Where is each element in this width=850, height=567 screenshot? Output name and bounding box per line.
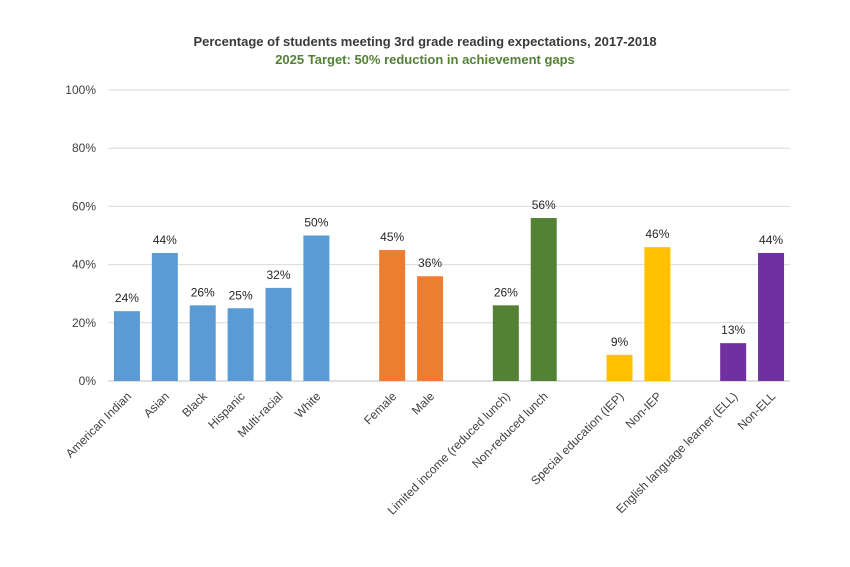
data-label: 56% <box>532 198 556 212</box>
bar <box>644 247 671 381</box>
bar <box>379 250 406 381</box>
data-label: 26% <box>191 285 215 299</box>
y-tick-label: 40% <box>72 258 96 272</box>
bar <box>720 343 747 381</box>
bar <box>492 305 519 381</box>
data-label: 46% <box>645 227 669 241</box>
data-label: 9% <box>611 335 629 349</box>
data-label: 36% <box>418 256 442 270</box>
chart-subtitle: 2025 Target: 50% reduction in achievemen… <box>275 52 575 67</box>
y-tick-label: 100% <box>65 83 96 97</box>
bar <box>113 311 140 381</box>
category-label: American Indian <box>63 389 134 460</box>
bar <box>530 218 557 381</box>
bar <box>758 252 785 381</box>
category-label: English language learner (ELL) <box>613 389 740 516</box>
bar <box>606 354 633 381</box>
bar <box>417 276 444 381</box>
data-label: 45% <box>380 230 404 244</box>
bar <box>227 308 254 381</box>
y-tick-label: 60% <box>72 199 96 213</box>
chart-title: Percentage of students meeting 3rd grade… <box>193 34 657 49</box>
y-tick-label: 80% <box>72 141 96 155</box>
data-label: 44% <box>759 233 783 247</box>
category-label: Black <box>179 389 210 420</box>
category-label: White <box>292 389 324 421</box>
data-label: 32% <box>266 268 290 282</box>
y-tick-label: 0% <box>79 374 97 388</box>
data-label: 44% <box>153 233 177 247</box>
category-label: Male <box>409 389 438 418</box>
category-label: Non-IEP <box>623 389 665 431</box>
y-tick-label: 20% <box>72 316 96 330</box>
bar <box>189 305 216 381</box>
bar <box>303 235 330 381</box>
category-label: Non-ELL <box>735 389 779 433</box>
data-label: 26% <box>494 285 518 299</box>
data-label: 50% <box>304 216 328 230</box>
data-label: 13% <box>721 323 745 337</box>
data-label: 25% <box>229 288 253 302</box>
category-label: Female <box>361 389 399 427</box>
bar <box>265 287 292 381</box>
category-label: Asian <box>141 389 172 420</box>
bar <box>151 252 178 381</box>
data-label: 24% <box>115 291 139 305</box>
